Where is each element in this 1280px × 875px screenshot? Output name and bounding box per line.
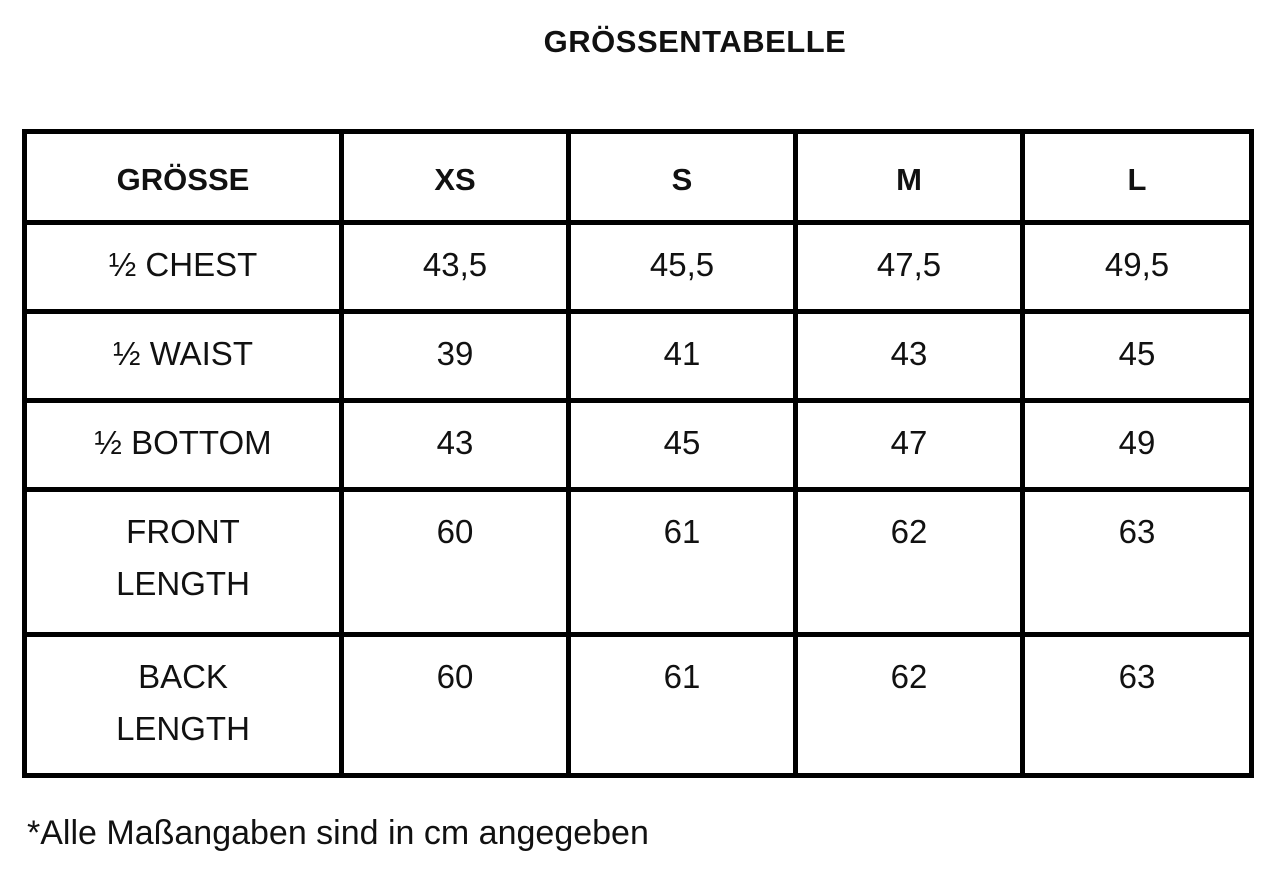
cell: 41 [566, 309, 798, 403]
header-cell: GRÖSSE [22, 129, 344, 225]
size-table: GRÖSSE XS S M L ½ CHEST 43,5 45,5 47,5 4… [22, 129, 1254, 778]
page-title: GRÖSSENTABELLE [543, 24, 847, 59]
cell: 45 [566, 398, 798, 492]
cell: 62 [793, 487, 1025, 637]
cell: 49,5 [1020, 220, 1254, 314]
header-cell: M [793, 129, 1025, 225]
cell: 60 [339, 487, 571, 637]
cell: 60 [339, 632, 571, 778]
cell: 61 [566, 487, 798, 637]
cell: 47,5 [793, 220, 1025, 314]
row-label: ½ CHEST [22, 220, 344, 314]
cell: 62 [793, 632, 1025, 778]
table-row: ½ BOTTOM 43 45 47 49 [22, 398, 1254, 492]
cell: 43 [793, 309, 1025, 403]
footnote: *Alle Maßangaben sind in cm angegeben [27, 814, 649, 852]
table-row: BACK LENGTH 60 61 62 63 [22, 632, 1254, 778]
header-row: GRÖSSE XS S M L [22, 129, 1254, 225]
row-label: BACK LENGTH [22, 632, 344, 778]
cell: 63 [1020, 487, 1254, 637]
cell: 45,5 [566, 220, 798, 314]
row-label: FRONT LENGTH [22, 487, 344, 637]
cell: 49 [1020, 398, 1254, 492]
cell: 43 [339, 398, 571, 492]
cell: 45 [1020, 309, 1254, 403]
cell: 43,5 [339, 220, 571, 314]
cell: 61 [566, 632, 798, 778]
table-row: FRONT LENGTH 60 61 62 63 [22, 487, 1254, 637]
row-label: ½ WAIST [22, 309, 344, 403]
table-row: ½ CHEST 43,5 45,5 47,5 49,5 [22, 220, 1254, 314]
cell: 63 [1020, 632, 1254, 778]
header-cell: XS [339, 129, 571, 225]
table-row: ½ WAIST 39 41 43 45 [22, 309, 1254, 403]
header-cell: S [566, 129, 798, 225]
cell: 39 [339, 309, 571, 403]
row-label: ½ BOTTOM [22, 398, 344, 492]
cell: 47 [793, 398, 1025, 492]
header-cell: L [1020, 129, 1254, 225]
